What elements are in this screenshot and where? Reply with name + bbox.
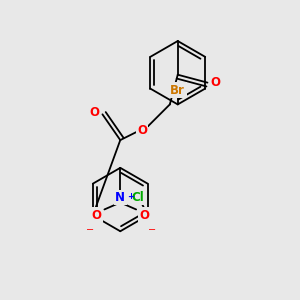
Text: +: + [127,192,134,201]
Text: O: O [210,76,220,89]
Text: O: O [89,106,100,119]
Text: Cl: Cl [131,191,144,204]
Text: O: O [139,209,149,222]
Text: O: O [137,124,147,137]
Text: N: N [115,191,125,204]
Text: Br: Br [170,83,185,97]
Text: −: − [85,225,94,235]
Text: O: O [92,209,101,222]
Text: −: − [148,225,156,235]
